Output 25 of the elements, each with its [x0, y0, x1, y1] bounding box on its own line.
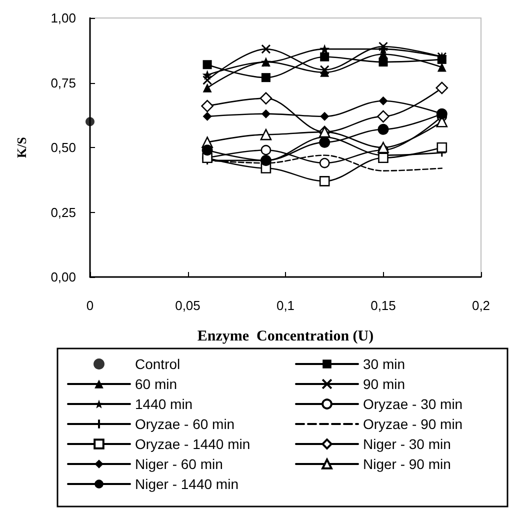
legend-label: Oryzae - 1440 min: [135, 436, 250, 452]
legend-label: Oryzae - 60 min: [135, 416, 235, 432]
legend-label: Oryzae - 30 min: [363, 396, 463, 412]
legend-label: Oryzae - 90 min: [363, 416, 463, 432]
y-axis-title: K/S: [14, 137, 29, 158]
legend-label: Niger - 90 min: [363, 456, 451, 472]
x-tick-label: 0,2: [472, 298, 490, 313]
x-tick-label: 0: [86, 298, 94, 313]
legend-label: Niger - 1440 min: [135, 476, 238, 492]
legend-label: Niger - 30 min: [363, 436, 451, 452]
legend-label: 90 min: [363, 376, 406, 392]
legend-label: 30 min: [363, 356, 406, 372]
x-tick-label: 0,05: [175, 298, 200, 313]
legend-label: Niger - 60 min: [135, 456, 223, 472]
y-tick-label: 0,75: [50, 75, 76, 90]
x-axis-title: Enzyme Concentration (U): [197, 328, 374, 344]
y-tick-label: 0,25: [50, 204, 76, 220]
legend-label: Control: [135, 356, 180, 372]
x-tick-label: 0,1: [276, 298, 295, 313]
legend-label: 60 min: [135, 376, 178, 392]
x-tick-label: 0,15: [370, 298, 396, 313]
y-tick-label: 0,50: [50, 140, 76, 155]
y-tick-label: 1,00: [50, 10, 76, 26]
y-tick-label: 0,00: [50, 270, 76, 284]
legend-label: 1440 min: [135, 396, 193, 412]
